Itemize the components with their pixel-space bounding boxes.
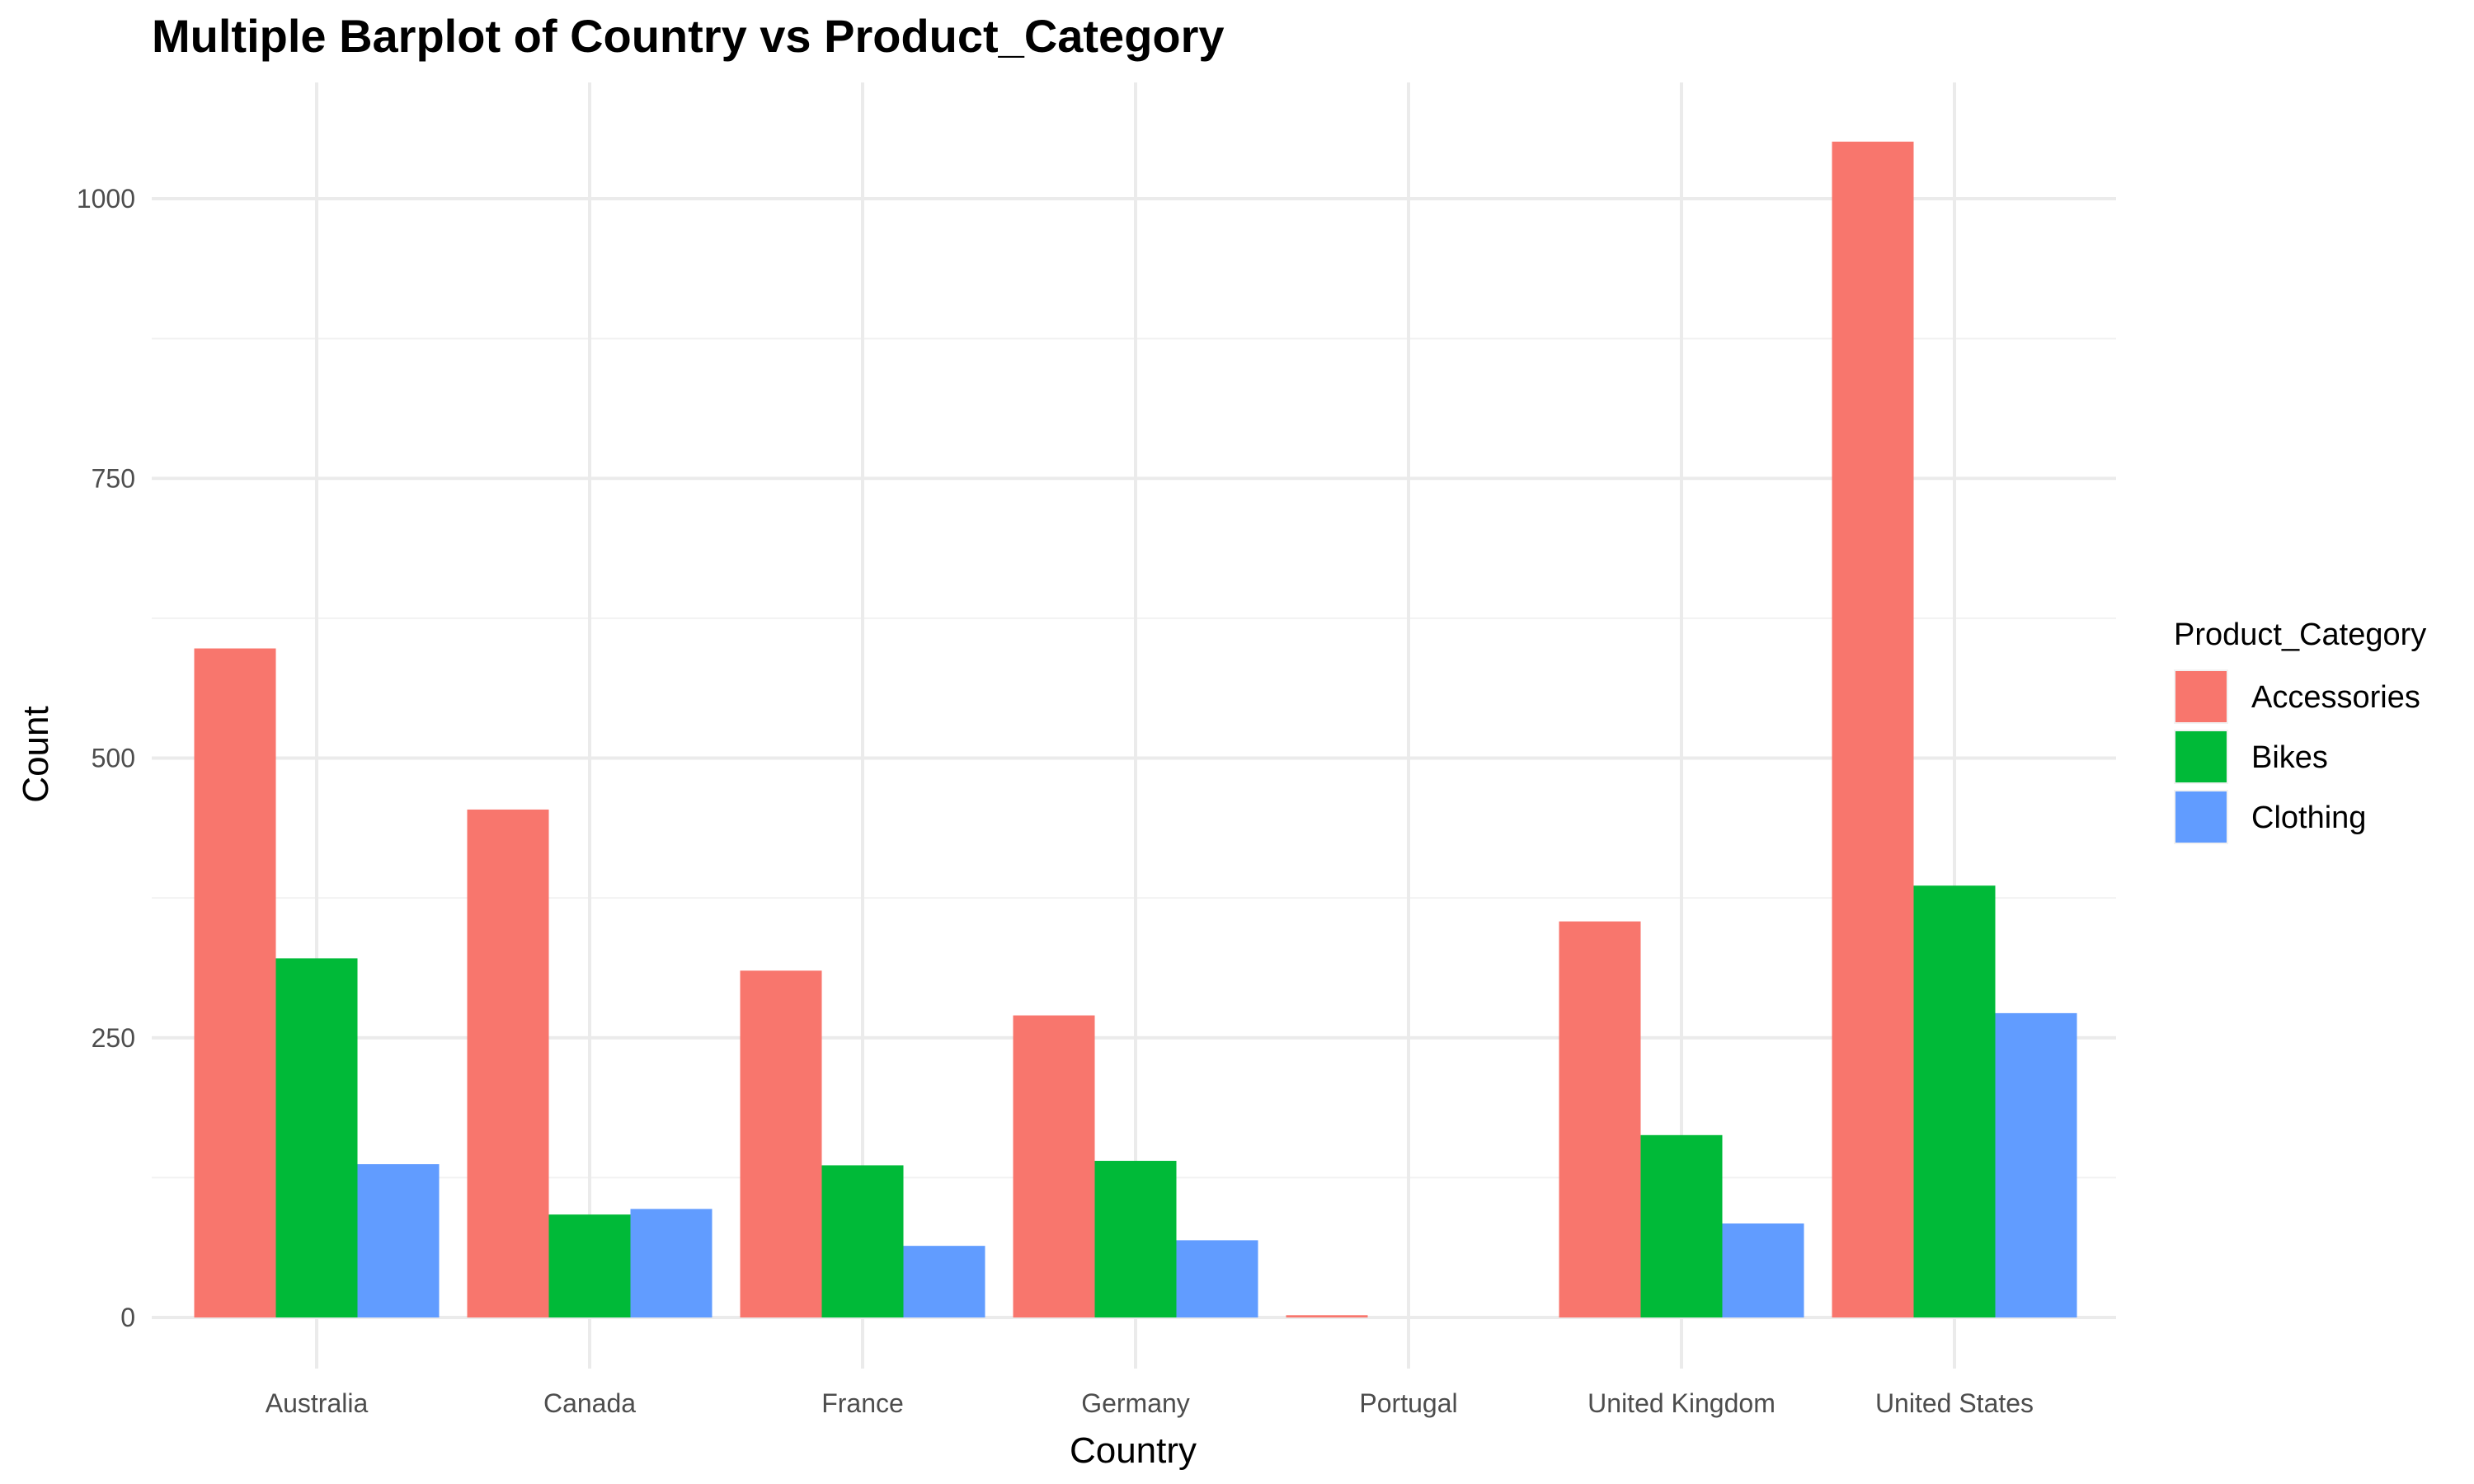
legend-label-accessories: Accessories: [2251, 680, 2420, 715]
bar-bikes-france: [821, 1165, 904, 1317]
bar-accessories-canada: [467, 809, 549, 1317]
x-tick-label: Australia: [266, 1388, 369, 1418]
bar-accessories-portugal: [1286, 1315, 1368, 1317]
bar-clothing-canada: [630, 1209, 713, 1317]
legend-swatch-bikes: [2175, 731, 2227, 782]
y-tick-label: 500: [92, 744, 135, 773]
y-tick-labels: 0 250 500 750 1000: [77, 184, 135, 1332]
y-tick-label: 1000: [77, 184, 135, 214]
bar-accessories-united-states: [1832, 141, 1914, 1318]
x-tick-label: United States: [1875, 1388, 2034, 1418]
x-tick-label: Canada: [543, 1388, 636, 1418]
x-tick-label: Portugal: [1359, 1388, 1457, 1418]
legend-swatch-clothing: [2175, 791, 2227, 843]
bar-clothing-germany: [1176, 1240, 1258, 1317]
legend-swatch-accessories: [2175, 671, 2227, 722]
bar-bikes-canada: [548, 1214, 631, 1317]
x-tick-label: United Kingdom: [1587, 1388, 1776, 1418]
y-axis-title: Count: [16, 706, 56, 802]
bar-clothing-france: [903, 1246, 985, 1317]
y-tick-label: 0: [120, 1303, 135, 1332]
legend-label-clothing: Clothing: [2251, 801, 2366, 835]
bar-accessories-australia: [194, 648, 276, 1317]
bar-accessories-united-kingdom: [1559, 921, 1641, 1317]
x-tick-labels: Australia Canada France Germany Portugal Unit…: [266, 1388, 2034, 1418]
bar-bikes-united-states: [1913, 885, 1996, 1317]
x-axis-title: Country: [1070, 1430, 1197, 1471]
bar-accessories-france: [740, 970, 822, 1317]
bar-accessories-germany: [1013, 1015, 1095, 1317]
x-tick-label: Germany: [1081, 1388, 1190, 1418]
y-tick-label: 250: [92, 1023, 135, 1053]
x-tick-label: France: [821, 1388, 904, 1418]
bar-clothing-australia: [357, 1164, 440, 1317]
legend-label-bikes: Bikes: [2251, 740, 2328, 775]
bar-bikes-germany: [1094, 1161, 1177, 1317]
bar-clothing-united-states: [1995, 1012, 2077, 1317]
bar-bikes-united-kingdom: [1640, 1134, 1723, 1317]
bar-clothing-united-kingdom: [1722, 1223, 1804, 1317]
legend-title: Product_Category: [2174, 618, 2426, 652]
legend: Product_Category Accessories Bikes Clothin…: [2174, 618, 2426, 844]
y-tick-label: 750: [92, 463, 135, 493]
chart-title: Multiple Barplot of Country vs Product_C…: [152, 10, 1225, 62]
bar-bikes-australia: [275, 958, 358, 1317]
bars: [194, 141, 2077, 1318]
